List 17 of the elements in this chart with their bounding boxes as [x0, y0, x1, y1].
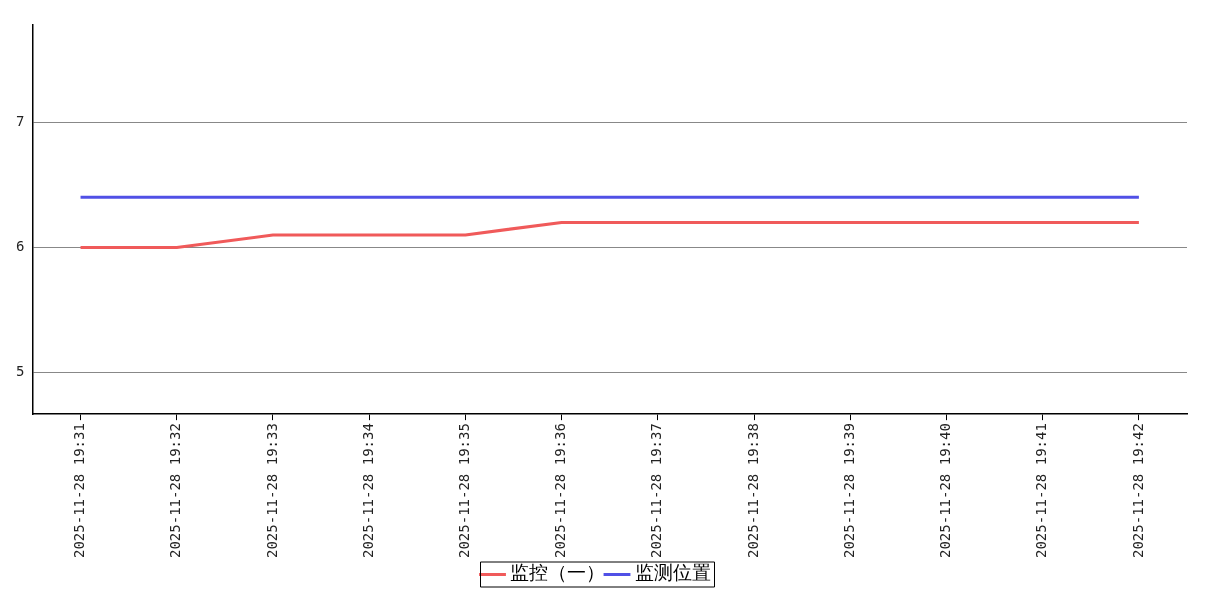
y-tick-label: 7 [15, 112, 25, 129]
x-tick-label: 2025-11-28 19:41 [1033, 423, 1050, 558]
x-tick-label: 2025-11-28 19:32 [167, 423, 184, 558]
x-tick-label: 2025-11-28 19:34 [359, 423, 376, 558]
legend-label: 监测位置 [634, 561, 711, 584]
x-tick-label: 2025-11-28 19:40 [937, 423, 954, 558]
x-tick-label: 2025-11-28 19:37 [648, 423, 665, 558]
x-tick-label: 2025-11-28 19:42 [1129, 423, 1146, 558]
x-tick-label: 2025-11-28 19:35 [456, 423, 473, 558]
x-tick-label: 2025-11-28 19:33 [263, 423, 280, 558]
x-tick-label: 2025-11-28 19:31 [71, 423, 88, 558]
x-tick-label: 2025-11-28 19:38 [744, 423, 761, 558]
legend-label: 监控（一） [510, 561, 605, 584]
y-tick-label: 6 [15, 238, 25, 255]
y-tick-label: 5 [15, 363, 25, 380]
x-tick-label: 2025-11-28 19:39 [840, 423, 857, 558]
x-tick-label: 2025-11-28 19:36 [552, 423, 569, 558]
